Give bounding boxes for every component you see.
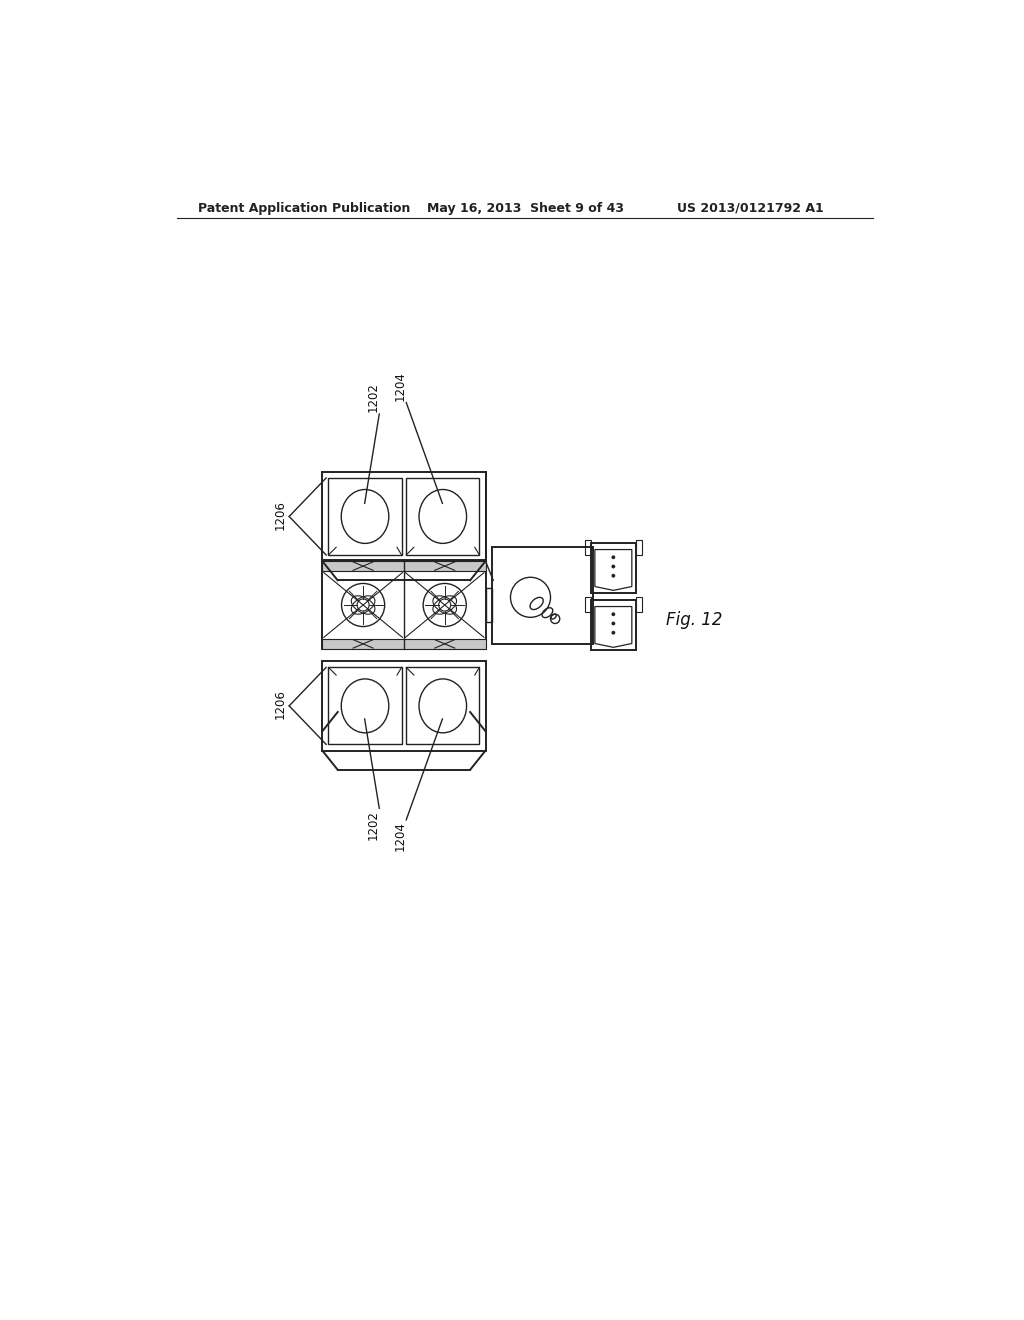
Text: 1206: 1206 xyxy=(273,689,287,719)
Bar xyxy=(585,540,591,554)
Circle shape xyxy=(611,631,615,635)
Bar xyxy=(636,597,642,612)
Circle shape xyxy=(611,556,615,560)
Text: Patent Application Publication: Patent Application Publication xyxy=(199,202,411,215)
Bar xyxy=(323,561,485,572)
Circle shape xyxy=(611,622,615,626)
Text: May 16, 2013  Sheet 9 of 43: May 16, 2013 Sheet 9 of 43 xyxy=(427,202,624,215)
Bar xyxy=(323,639,485,649)
Text: 1204: 1204 xyxy=(393,821,407,851)
Bar xyxy=(485,589,493,622)
Bar xyxy=(329,668,401,744)
Text: Fig. 12: Fig. 12 xyxy=(666,611,722,630)
Circle shape xyxy=(611,612,615,616)
Bar xyxy=(591,601,636,649)
Bar xyxy=(323,561,485,649)
Bar xyxy=(407,668,479,744)
Bar xyxy=(585,597,591,612)
Bar xyxy=(636,540,642,554)
Text: 1202: 1202 xyxy=(367,383,380,412)
Bar xyxy=(591,544,636,593)
Bar xyxy=(407,478,479,554)
Bar xyxy=(329,478,401,554)
Text: 1206: 1206 xyxy=(273,500,287,529)
Circle shape xyxy=(611,565,615,569)
Bar xyxy=(323,471,485,561)
Text: 1204: 1204 xyxy=(393,371,407,401)
Bar xyxy=(493,548,593,644)
Circle shape xyxy=(611,574,615,578)
Bar xyxy=(323,661,485,751)
Text: 1202: 1202 xyxy=(367,810,380,840)
Text: US 2013/0121792 A1: US 2013/0121792 A1 xyxy=(677,202,824,215)
